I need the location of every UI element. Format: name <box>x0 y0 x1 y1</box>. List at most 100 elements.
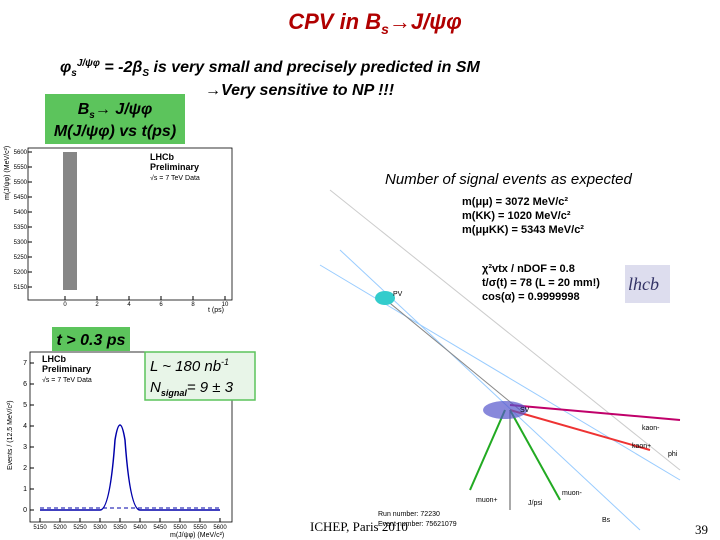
event-label: PV <box>393 291 403 298</box>
box-top <box>45 94 185 144</box>
statement-sup: J/ψφ <box>77 58 100 69</box>
statement: φsJ/ψφ = -2βS is very small and precisel… <box>60 58 480 79</box>
box-cut-text: t > 0.3 ps <box>57 332 126 349</box>
y-tick-label: 2 <box>23 465 27 472</box>
x-tick-label: 5600 <box>213 525 227 531</box>
event-value: t/σ(t) = 78 (L = 20 mm!) <box>482 277 600 289</box>
footer-conference: ICHEP, Paris 2010 <box>310 519 408 534</box>
y-tick-label: 6 <box>23 381 27 388</box>
event-label: SV <box>520 407 530 414</box>
y-tick-label: 5150 <box>14 285 28 291</box>
y-tick-label: 5300 <box>14 240 28 246</box>
event-value: m(μμKK) = 5343 MeV/c² <box>462 224 584 236</box>
x-axis-label: m(J/ψφ) (MeV/c²) <box>170 532 224 539</box>
plot-label: √s = 7 TeV Data <box>150 174 200 182</box>
box-text: N <box>150 379 161 396</box>
statement-sub: s <box>71 68 77 79</box>
box-text: → J/ψφ <box>95 101 152 118</box>
plot-top: LHCb Preliminary √s = 7 TeV Data t (ps) … <box>4 146 233 314</box>
event-info: Event number: 75621079 <box>378 521 457 528</box>
event-label: muon- <box>562 490 583 497</box>
plot-label: Preliminary <box>42 364 91 374</box>
y-axis-label: m(J/ψφ) (MeV/c²) <box>4 146 11 200</box>
box-sup: -1 <box>221 357 229 367</box>
event-values: m(μμ) = 3072 MeV/c² m(KK) = 1020 MeV/c² m(… <box>462 196 600 303</box>
track <box>329 189 681 471</box>
y-tick-label: 1 <box>23 486 27 493</box>
event-label: phi <box>668 451 678 458</box>
event-value: χ²vtx / nDOF = 0.8 <box>482 263 575 275</box>
y-tick-label: 7 <box>23 360 27 367</box>
title-sub: s <box>381 21 389 37</box>
event-label: kaon+ <box>632 443 651 450</box>
sv <box>483 401 527 419</box>
title-text: →J/ψφ <box>389 9 462 34</box>
event-label: muon+ <box>476 497 498 504</box>
x-tick-label: 6 <box>159 302 163 308</box>
y-tick-label: 3 <box>23 444 27 451</box>
note: Number of signal events as expected <box>385 171 632 188</box>
plot-frame <box>27 147 233 301</box>
statement-text: φ <box>60 59 71 76</box>
y-tick-label: 5400 <box>14 210 28 216</box>
box-sub: signal <box>161 388 188 398</box>
box-top-line2: M(J/ψφ) vs t(ps) <box>54 123 176 140</box>
plot-label: √s = 7 TeV Data <box>42 376 92 384</box>
event-label: Bs <box>602 517 611 524</box>
x-tick-label: 5450 <box>153 525 167 531</box>
fit-curve <box>40 424 220 511</box>
x-tick-label: 5400 <box>133 525 147 531</box>
plot-label: Preliminary <box>150 162 199 172</box>
track <box>509 409 561 501</box>
y-tick-label: 0 <box>23 507 27 514</box>
y-tick-label: 5550 <box>14 165 28 171</box>
x-tick-label: 5150 <box>33 525 47 531</box>
track <box>469 409 506 491</box>
y-tick-label: 5350 <box>14 225 28 231</box>
event-value: m(μμ) = 3072 MeV/c² <box>462 196 568 208</box>
plot-label: LHCb <box>150 152 174 162</box>
y-tick-label: 5200 <box>14 270 28 276</box>
x-tick-label: 5250 <box>73 525 87 531</box>
slide-title: CPV in Bs→J/ψφ <box>288 9 462 37</box>
x-tick-label: 5550 <box>193 525 207 531</box>
track <box>379 294 521 411</box>
box-top-line1: Bs→ J/ψφ <box>78 101 153 121</box>
logo: lhcb <box>628 274 659 294</box>
event-value: cos(α) = 0.9999998 <box>482 291 580 303</box>
box-lumi-line2: Nsignal= 9 ± 3 <box>150 379 234 398</box>
event-label: kaon- <box>642 425 660 432</box>
page-number: 39 <box>695 522 708 537</box>
statement-line2: →Very sensitive to NP !!! <box>205 82 395 99</box>
box-lumi-line1: L ~ 180 nb-1 <box>150 357 229 375</box>
event-value: m(KK) = 1020 MeV/c² <box>462 210 571 222</box>
track <box>509 404 681 421</box>
y-tick-label: 4 <box>23 423 27 430</box>
event-label: J/psi <box>528 500 543 507</box>
box-lumi <box>144 351 256 401</box>
box-text: L ~ 180 nb <box>150 358 221 375</box>
x-tick-label: 5300 <box>93 525 107 531</box>
box-text: B <box>78 101 90 118</box>
x-tick-label: 4 <box>127 302 131 308</box>
y-tick-label: 5450 <box>14 195 28 201</box>
box-cut <box>52 327 130 351</box>
plot-label: LHCb <box>42 354 66 364</box>
pv <box>375 291 395 305</box>
logo-box <box>625 265 670 303</box>
track <box>509 409 651 451</box>
x-tick-label: 5500 <box>173 525 187 531</box>
x-tick-label: 5350 <box>113 525 127 531</box>
statement-text: is very small and precisely predicted in… <box>149 59 480 76</box>
statement-text: = -2β <box>100 59 142 76</box>
y-tick-label: 5250 <box>14 255 28 261</box>
box-text: = 9 ± 3 <box>187 379 234 396</box>
plot-points <box>63 152 77 290</box>
y-axis-label: Events / (12.5 MeV/c²) <box>7 400 14 470</box>
statement-sub: S <box>142 68 149 79</box>
box-sub: s <box>89 110 95 121</box>
x-tick-label: 5200 <box>53 525 67 531</box>
x-tick-label: 8 <box>191 302 195 308</box>
event-display: lhcb m(μμ) = 3072 MeV/c² m(KK) = 1020 MeV… <box>319 189 681 531</box>
